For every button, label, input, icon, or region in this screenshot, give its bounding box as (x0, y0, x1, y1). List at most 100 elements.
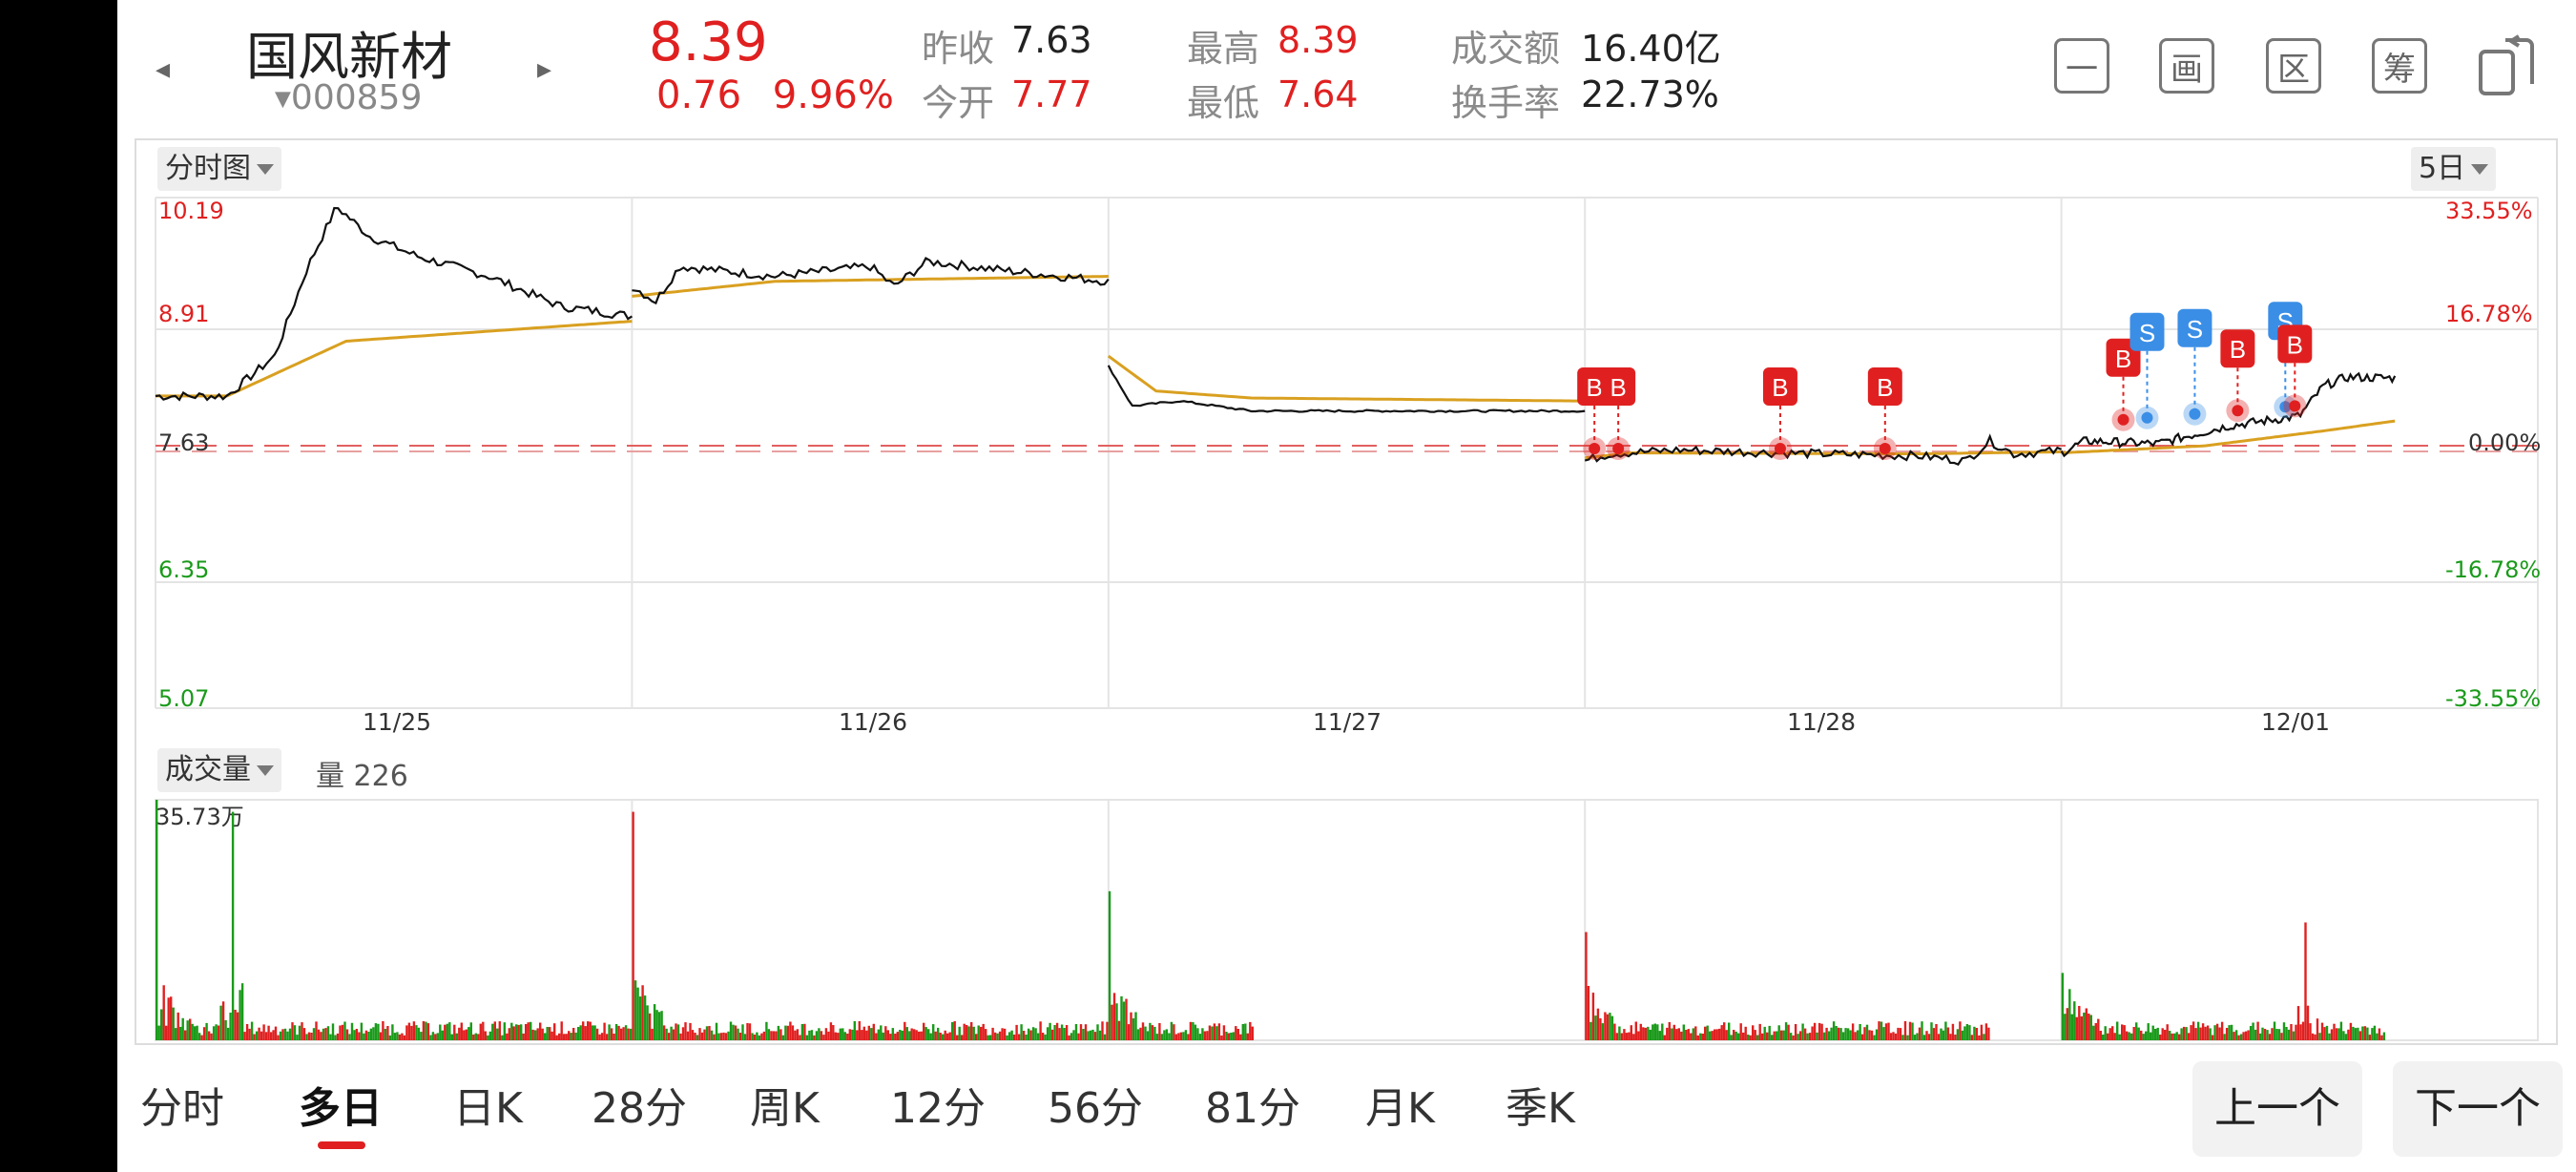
volume-bar (312, 1028, 316, 1040)
next-stock-arrow[interactable]: ▸ (537, 52, 552, 86)
volume-bar (1208, 1025, 1212, 1040)
volume-bar (1015, 1024, 1018, 1040)
turnover-label: 成交额 (1451, 28, 1561, 70)
volume-bar (1860, 1034, 1864, 1040)
tab-12min[interactable]: 12分 (890, 1084, 986, 1133)
volume-bar (436, 1033, 439, 1040)
volume-bar (2099, 1031, 2102, 1040)
volume-bar (1677, 1028, 1680, 1040)
volume-bar (339, 1025, 342, 1040)
tab-monthly-k[interactable]: 月K (1365, 1084, 1435, 1133)
volume-bar (1125, 998, 1128, 1040)
volume-bar (358, 1032, 361, 1040)
indicator-dropdown[interactable]: 成交量 (157, 748, 281, 792)
volume-bar (1776, 1031, 1778, 1040)
volume-bar (405, 1025, 408, 1040)
volume-bar (961, 1035, 964, 1040)
y-left-label: 10.19 (158, 198, 224, 224)
volume-bar (546, 1027, 549, 1040)
volume-bar (1841, 1032, 1845, 1040)
avg-price-line (1585, 450, 2062, 460)
trade-marker-buy (1762, 367, 1797, 406)
volume-bar (691, 1030, 695, 1040)
range-tool-button[interactable]: 区 (2266, 38, 2321, 94)
volume-bar (415, 1025, 418, 1040)
volume-bar (908, 1031, 911, 1040)
volume-bar (446, 1023, 448, 1040)
volume-bar (2247, 1030, 2250, 1040)
volume-bar (465, 1029, 467, 1040)
volume-bar (2073, 1001, 2076, 1040)
volume-bar (1241, 1024, 1244, 1040)
tab-multiday[interactable]: 多日 (299, 1084, 383, 1133)
tab-56min[interactable]: 56分 (1048, 1084, 1143, 1133)
volume-bar (1058, 1028, 1061, 1040)
volume-chart[interactable] (117, 0, 2576, 1050)
volume-bar (1587, 986, 1590, 1040)
trade-marker-buy (1867, 367, 1902, 406)
volume-bar (1668, 1022, 1671, 1040)
tab-weekly-k[interactable]: 周K (750, 1084, 820, 1133)
volume-bar (568, 1031, 571, 1040)
volume-bar (508, 1028, 510, 1040)
volume-bar (2150, 1032, 2152, 1040)
x-date-label: 11/28 (1787, 708, 1857, 736)
tab-quarterly-k[interactable]: 季K (1506, 1084, 1575, 1133)
volume-bar (202, 1027, 206, 1040)
volume-bar (1046, 1027, 1049, 1040)
chip-tool-button[interactable]: 筹 (2372, 38, 2427, 94)
volume-bar (1921, 1021, 1923, 1040)
volume-bar (1937, 1034, 1941, 1040)
period-dropdown[interactable]: 5日 (2411, 147, 2497, 191)
volume-bar (1115, 1003, 1118, 1040)
volume-bar (696, 1035, 699, 1040)
volume-bar (899, 1030, 902, 1040)
stock-code-dropdown[interactable]: ▼000859 (275, 78, 422, 117)
tab-28min[interactable]: 28分 (592, 1084, 687, 1133)
y-right-label: 33.55% (2445, 198, 2533, 224)
volume-bar (2225, 1028, 2229, 1040)
trade-marker-sell (2177, 308, 2212, 347)
volume-bar (444, 1024, 447, 1040)
volume-bar (1087, 1031, 1090, 1040)
volume-bar (777, 1025, 780, 1040)
prev-stock-button[interactable]: 上一个 (2192, 1061, 2362, 1157)
tab-81min[interactable]: 81分 (1205, 1084, 1300, 1133)
volume-bar (584, 1026, 587, 1040)
volume-bar (1112, 993, 1116, 1040)
volume-bar (1215, 1026, 1218, 1040)
volume-bar (422, 1021, 426, 1040)
volume-bar (1168, 1033, 1171, 1040)
prev-stock-arrow[interactable]: ◂ (156, 52, 171, 86)
rotate-screen-icon[interactable] (2477, 34, 2538, 97)
volume-bar (1794, 1024, 1797, 1040)
volume-bar (2277, 1029, 2281, 1040)
next-stock-button[interactable]: 下一个 (2393, 1061, 2563, 1157)
volume-bar (1856, 1030, 1859, 1040)
volume-bar (488, 1031, 491, 1040)
volume-bar (800, 1024, 804, 1040)
active-tab-indicator (318, 1141, 365, 1149)
volume-bar (1010, 1030, 1013, 1040)
volume-bar (1656, 1024, 1659, 1040)
volume-bar (565, 1034, 568, 1040)
volume-bar (765, 1021, 768, 1040)
volume-bar (2166, 1024, 2169, 1040)
draw-tool-button[interactable]: 画 (2159, 38, 2214, 94)
volume-bar (1756, 1035, 1759, 1040)
volume-bar (808, 1030, 811, 1040)
chart-type-dropdown[interactable]: 分时图 (157, 147, 281, 191)
volume-bar (886, 1030, 889, 1040)
volume-bar (1165, 1029, 1169, 1040)
tab-daily-k[interactable]: 日K (453, 1084, 523, 1133)
tab-intraday[interactable]: 分时 (140, 1084, 224, 1133)
volume-bar (991, 1027, 994, 1040)
volume-bar (1773, 1031, 1776, 1040)
volume-bar (619, 1028, 623, 1040)
line-tool-button[interactable]: 一 (2054, 38, 2109, 94)
volume-bar (2190, 1025, 2192, 1040)
volume-bar (501, 1035, 504, 1040)
volume-bar (904, 1021, 906, 1040)
volume-bar (420, 1032, 423, 1040)
